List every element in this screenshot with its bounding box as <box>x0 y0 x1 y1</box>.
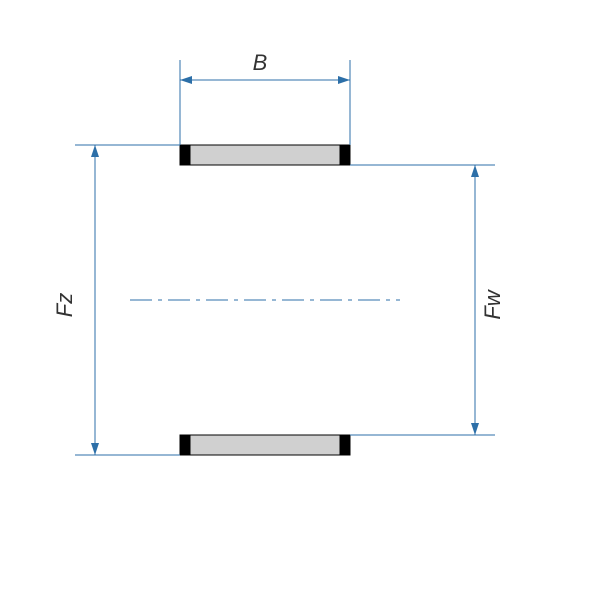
roller-outline <box>180 435 350 455</box>
dim-label-fz: Fz <box>52 293 77 317</box>
cage-right <box>340 145 350 165</box>
arrowhead <box>91 145 99 157</box>
arrowhead <box>338 76 350 84</box>
roller-outline <box>180 145 350 165</box>
cage-left <box>180 145 190 165</box>
arrowhead <box>471 165 479 177</box>
arrowhead <box>180 76 192 84</box>
dim-label-b: B <box>253 50 268 75</box>
arrowhead <box>471 423 479 435</box>
arrowhead <box>91 443 99 455</box>
dim-label-fw: Fw <box>480 288 505 319</box>
cage-right <box>340 435 350 455</box>
cage-left <box>180 435 190 455</box>
